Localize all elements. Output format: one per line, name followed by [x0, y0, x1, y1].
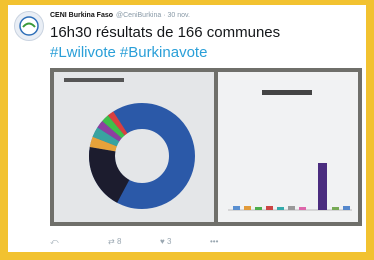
author: CENI Burkina Faso@CeniBurkina · 30 nov. — [50, 12, 190, 19]
screen-title — [262, 90, 312, 95]
avatar[interactable] — [14, 11, 44, 41]
hashtags: #Lwilivote#Burkinavote — [50, 44, 211, 61]
reply-button[interactable]: ⤺ — [50, 237, 59, 247]
retweet-button[interactable]: ⇄ 8 — [108, 237, 121, 246]
bar — [288, 206, 295, 210]
author-handle: @CeniBurkina · 30 nov. — [116, 12, 190, 19]
bar — [277, 207, 284, 210]
more-button[interactable]: ••• — [210, 237, 218, 246]
author-name[interactable]: CENI Burkina Faso — [50, 12, 113, 19]
like-count: 3 — [167, 237, 171, 246]
bar — [318, 163, 327, 210]
bar — [255, 207, 262, 210]
hashtag[interactable]: #Lwilivote — [50, 44, 116, 61]
bar — [299, 207, 306, 210]
tweet-text: 16h30 résultats de 166 communes — [50, 24, 280, 41]
action-bar: ⤺ ⇄ 8 ♥ 3 ••• — [50, 237, 350, 249]
like-button[interactable]: ♥ 3 — [160, 237, 171, 246]
screen-title — [64, 78, 124, 82]
tweet-card: CENI Burkina Faso@CeniBurkina · 30 nov. … — [8, 5, 366, 252]
bar — [266, 206, 273, 210]
page: CENI Burkina Faso@CeniBurkina · 30 nov. … — [0, 0, 374, 260]
bar — [343, 206, 350, 210]
hashtag[interactable]: #Burkinavote — [120, 44, 208, 61]
retweet-count: 8 — [117, 237, 121, 246]
bar — [332, 207, 339, 210]
avatar-logo — [15, 12, 43, 40]
bar — [233, 206, 240, 210]
bar — [244, 206, 251, 210]
tweet-photo[interactable] — [50, 68, 362, 226]
